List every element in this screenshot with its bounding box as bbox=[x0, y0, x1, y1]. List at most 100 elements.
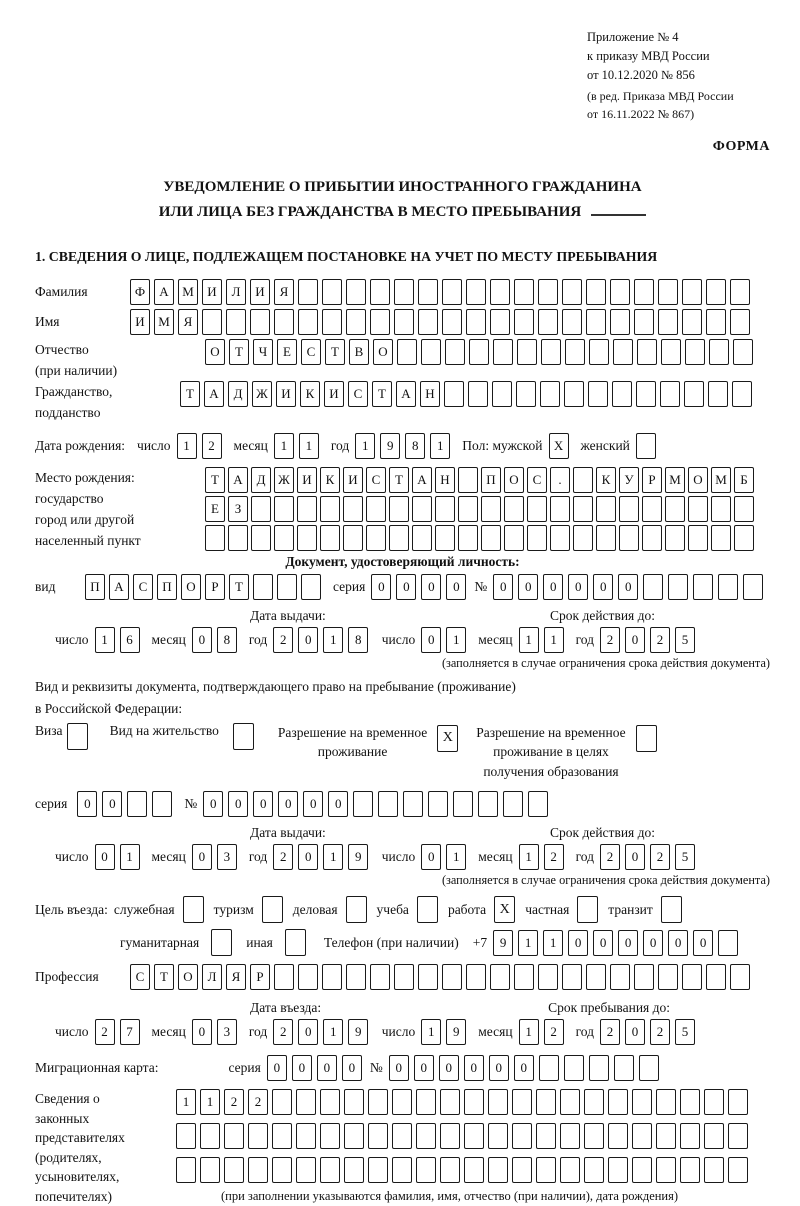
form-cell[interactable] bbox=[596, 495, 616, 522]
form-cell[interactable] bbox=[517, 338, 537, 365]
form-cell[interactable]: С bbox=[133, 573, 153, 600]
form-cell[interactable]: 0 bbox=[191, 1019, 212, 1046]
form-cell[interactable] bbox=[320, 1089, 340, 1116]
form-cell[interactable] bbox=[634, 278, 654, 305]
form-cell[interactable] bbox=[734, 524, 754, 551]
form-cell[interactable] bbox=[562, 278, 582, 305]
form-cell[interactable]: 1 bbox=[119, 844, 140, 871]
purpose-humanitarian-checkbox[interactable] bbox=[211, 929, 233, 957]
purpose-private-checkbox[interactable] bbox=[577, 896, 599, 924]
form-cell[interactable]: К bbox=[300, 380, 320, 407]
form-cell[interactable]: О bbox=[504, 466, 524, 493]
form-cell[interactable] bbox=[394, 964, 414, 991]
form-cell[interactable] bbox=[320, 1123, 340, 1150]
form-cell[interactable]: X bbox=[548, 432, 569, 459]
form-cell[interactable]: А bbox=[204, 380, 224, 407]
form-cell[interactable] bbox=[353, 791, 374, 818]
form-cell[interactable]: 0 bbox=[303, 791, 324, 818]
temp-residence-edu-checkbox[interactable] bbox=[635, 724, 657, 752]
form-cell[interactable] bbox=[608, 1089, 628, 1116]
form-cell[interactable] bbox=[586, 278, 606, 305]
form-cell[interactable] bbox=[730, 308, 750, 335]
form-cell[interactable] bbox=[608, 1157, 628, 1184]
form-cell[interactable] bbox=[512, 1123, 532, 1150]
form-cell[interactable] bbox=[610, 308, 630, 335]
form-cell[interactable] bbox=[560, 1089, 580, 1116]
form-cell[interactable] bbox=[730, 964, 750, 991]
form-cell[interactable] bbox=[464, 1157, 484, 1184]
form-cell[interactable]: Д bbox=[228, 380, 248, 407]
form-cell[interactable]: Ч bbox=[253, 338, 273, 365]
form-cell[interactable] bbox=[378, 791, 399, 818]
form-cell[interactable] bbox=[586, 308, 606, 335]
form-cell[interactable]: Л bbox=[226, 278, 246, 305]
form-cell[interactable] bbox=[205, 524, 225, 551]
form-cell[interactable]: М bbox=[665, 466, 685, 493]
form-cell[interactable]: 9 bbox=[380, 432, 401, 459]
form-cell[interactable] bbox=[682, 964, 702, 991]
form-cell[interactable] bbox=[389, 524, 409, 551]
form-cell[interactable] bbox=[370, 308, 390, 335]
form-cell[interactable]: П bbox=[157, 573, 177, 600]
form-cell[interactable] bbox=[320, 1157, 340, 1184]
form-cell[interactable] bbox=[370, 278, 390, 305]
form-cell[interactable] bbox=[562, 308, 582, 335]
form-cell[interactable]: Ф bbox=[130, 278, 150, 305]
form-cell[interactable] bbox=[442, 278, 462, 305]
form-cell[interactable] bbox=[490, 278, 510, 305]
form-cell[interactable]: А bbox=[228, 466, 248, 493]
form-cell[interactable] bbox=[634, 964, 654, 991]
form-cell[interactable] bbox=[421, 338, 441, 365]
form-cell[interactable] bbox=[743, 573, 764, 600]
form-cell[interactable] bbox=[418, 964, 438, 991]
form-cell[interactable]: 0 bbox=[693, 929, 714, 956]
form-cell[interactable] bbox=[346, 964, 366, 991]
form-cell[interactable] bbox=[297, 524, 317, 551]
form-cell[interactable] bbox=[584, 1123, 604, 1150]
form-cell[interactable]: Я bbox=[178, 308, 198, 335]
form-cell[interactable]: М bbox=[178, 278, 198, 305]
form-cell[interactable] bbox=[588, 380, 608, 407]
form-cell[interactable] bbox=[344, 1089, 364, 1116]
form-cell[interactable] bbox=[550, 495, 570, 522]
form-cell[interactable]: 0 bbox=[446, 573, 467, 600]
form-cell[interactable]: 2 bbox=[600, 1019, 620, 1046]
form-cell[interactable]: С bbox=[527, 466, 547, 493]
form-cell[interactable] bbox=[656, 1157, 676, 1184]
form-cell[interactable]: 0 bbox=[421, 573, 442, 600]
form-cell[interactable]: И bbox=[202, 278, 222, 305]
form-cell[interactable] bbox=[397, 338, 417, 365]
form-cell[interactable]: Р bbox=[642, 466, 662, 493]
form-cell[interactable]: С bbox=[366, 466, 386, 493]
form-cell[interactable] bbox=[442, 964, 462, 991]
form-cell[interactable]: 2 bbox=[273, 1019, 294, 1046]
form-cell[interactable] bbox=[541, 338, 561, 365]
form-cell[interactable] bbox=[416, 1123, 436, 1150]
form-cell[interactable]: 0 bbox=[191, 626, 212, 653]
form-cell[interactable] bbox=[732, 380, 752, 407]
form-cell[interactable]: 0 bbox=[518, 573, 539, 600]
form-cell[interactable]: Я bbox=[226, 964, 246, 991]
form-cell[interactable] bbox=[224, 1157, 244, 1184]
purpose-transit-checkbox[interactable] bbox=[660, 896, 682, 924]
form-cell[interactable] bbox=[619, 524, 639, 551]
form-cell[interactable]: Н bbox=[420, 380, 440, 407]
form-cell[interactable]: 0 bbox=[593, 929, 614, 956]
form-cell[interactable] bbox=[392, 1157, 412, 1184]
form-cell[interactable] bbox=[704, 1157, 724, 1184]
form-cell[interactable] bbox=[322, 964, 342, 991]
form-cell[interactable]: Я bbox=[274, 278, 294, 305]
form-cell[interactable] bbox=[540, 380, 560, 407]
form-cell[interactable]: 3 bbox=[216, 844, 237, 871]
form-cell[interactable] bbox=[444, 380, 464, 407]
form-cell[interactable] bbox=[562, 964, 582, 991]
form-cell[interactable] bbox=[481, 524, 501, 551]
form-cell[interactable] bbox=[733, 338, 753, 365]
form-cell[interactable]: 2 bbox=[273, 626, 294, 653]
form-cell[interactable] bbox=[297, 495, 317, 522]
form-cell[interactable]: Т bbox=[229, 573, 249, 600]
form-cell[interactable] bbox=[635, 432, 656, 459]
form-cell[interactable] bbox=[730, 278, 750, 305]
form-cell[interactable] bbox=[560, 1123, 580, 1150]
form-cell[interactable]: О bbox=[178, 964, 198, 991]
